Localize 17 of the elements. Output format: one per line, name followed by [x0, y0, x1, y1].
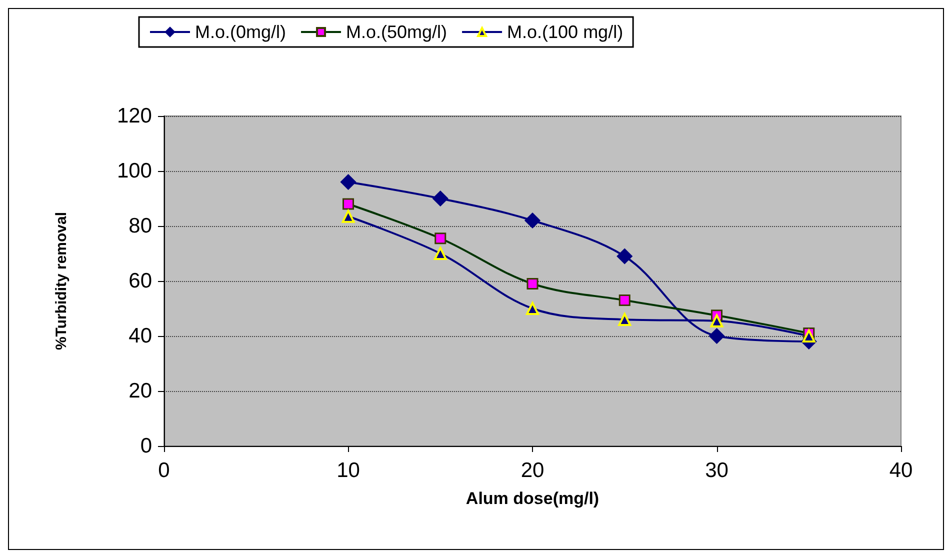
y-tick-label: 120	[116, 104, 152, 128]
y-axis-title: %Turbidity removal	[53, 212, 70, 350]
x-tick-label: 0	[158, 459, 170, 482]
y-tick-label: 20	[128, 380, 152, 402]
legend-label: M.o.(100 mg/l)	[507, 22, 624, 42]
y-tick-label: 100	[116, 160, 152, 182]
y-tick-label: 80	[128, 214, 152, 238]
x-axis-title: Alum dose(mg/l)	[466, 489, 600, 508]
y-tick-label: 40	[128, 324, 152, 348]
y-tick-label: 0	[140, 434, 152, 458]
x-tick-label: 30	[705, 459, 728, 482]
x-tick-label: 40	[889, 459, 913, 482]
x-tick-label: 10	[336, 459, 360, 482]
legend-label: M.o.(50mg/l)	[346, 22, 448, 42]
legend-label: M.o.(0mg/l)	[195, 22, 286, 42]
y-tick-label: 60	[128, 270, 152, 292]
x-tick-label: 20	[520, 459, 544, 482]
